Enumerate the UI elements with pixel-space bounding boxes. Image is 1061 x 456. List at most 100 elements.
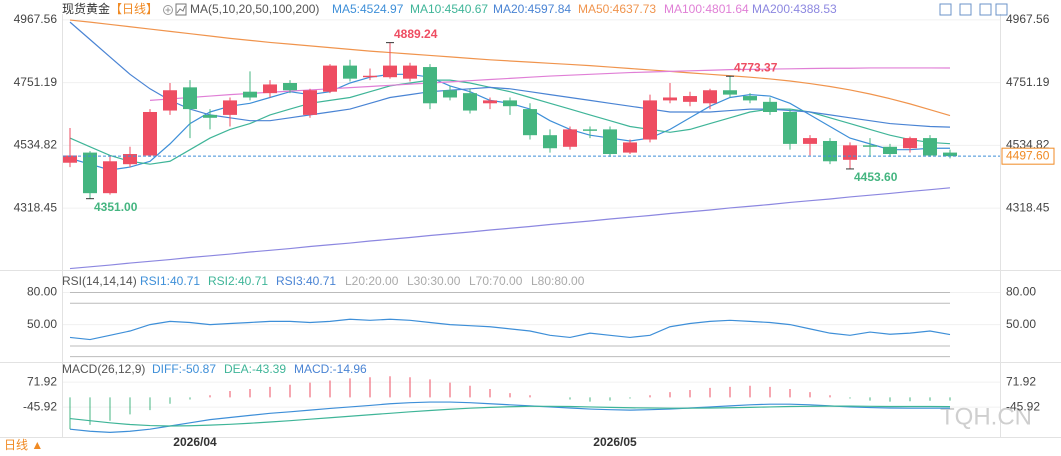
ma-line (69, 187, 951, 270)
chart-title: 现货黄金 (62, 1, 110, 16)
candle-body (503, 100, 517, 107)
rsi-title: RSI(14,14,14) (62, 274, 137, 288)
candle-body (783, 111, 797, 144)
expand-icon[interactable] (939, 3, 952, 16)
candle-body (743, 96, 757, 101)
candle-body (943, 152, 957, 157)
candle-body (183, 87, 197, 110)
y-tick-label: -45.92 (23, 399, 57, 413)
y-tick-label: 80.00 (1006, 285, 1036, 299)
y-tick-label: -45.92 (1006, 399, 1040, 413)
macd-title: MACD(26,12,9) (62, 362, 145, 376)
legend-entry: DIFF:-50.87 (152, 362, 216, 376)
level-label: L80:80.00 (531, 274, 585, 288)
level-label: L30:30.00 (407, 274, 461, 288)
candle-body (143, 111, 157, 156)
candle-body (643, 100, 657, 140)
candle-body (623, 142, 637, 153)
candle-body (683, 96, 697, 102)
candle-body (163, 90, 177, 111)
candle-body (283, 83, 297, 91)
candle-body (483, 100, 497, 104)
period-button[interactable]: 日线 ▲ (4, 438, 43, 452)
y-tick-label: 71.92 (1006, 374, 1036, 388)
legend-entry: RSI1:40.71 (140, 274, 200, 288)
legend-entry: MA10:4540.67 (410, 2, 488, 16)
candle-body (803, 138, 817, 144)
ma-line (149, 67, 951, 101)
candle-body (363, 75, 377, 78)
high-label: 4773.37 (734, 60, 778, 74)
candle-body (463, 93, 477, 111)
candle-body (823, 140, 837, 162)
y-tick-label: 4751.19 (1006, 75, 1050, 89)
indicator-label: MA(5,10,20,50,100,200) (190, 2, 319, 16)
period-label: 【日线】 (110, 2, 158, 16)
legend-entry: RSI2:40.71 (208, 274, 268, 288)
legend-entry: MA20:4597.84 (493, 2, 571, 16)
y-tick-label: 4967.56 (1006, 12, 1050, 26)
macd-line (69, 401, 951, 433)
candle-body (763, 101, 777, 112)
candle-body (263, 84, 277, 94)
ma-line (69, 19, 951, 117)
macd-line (69, 405, 951, 427)
settings-icon[interactable] (979, 3, 992, 16)
add-icon[interactable] (163, 5, 173, 15)
candle-body (903, 138, 917, 149)
candle-body (103, 161, 117, 194)
candle-body (603, 129, 617, 155)
candle-body (303, 90, 317, 115)
y-tick-label: 4967.56 (14, 12, 58, 26)
candle-body (203, 114, 217, 118)
x-tick-label: 2026/05 (593, 435, 637, 449)
macd-value: MACD:-14.96 (294, 362, 367, 376)
close-icon[interactable] (995, 3, 1008, 16)
low-label: 4453.60 (854, 170, 898, 184)
y-tick-label: 50.00 (27, 317, 57, 331)
last-price-box (1001, 147, 1055, 165)
candle-body (543, 135, 557, 149)
legend-entry: RSI3:40.71 (276, 274, 336, 288)
indicator-icon (176, 5, 186, 14)
candle-body (583, 129, 597, 131)
ma-line (69, 79, 951, 165)
last-price-label: 4497.60 (1006, 148, 1050, 162)
candle-body (703, 90, 717, 104)
candle-body (223, 100, 237, 115)
candle-body (883, 146, 897, 155)
candle-body (83, 152, 97, 194)
candle-body (383, 65, 397, 78)
candle-body (323, 65, 337, 92)
candle-body (923, 138, 937, 156)
indicator-icon[interactable] (175, 3, 187, 16)
y-tick-label: 4318.45 (14, 200, 58, 214)
legend-entry: MA100:4801.64 (664, 2, 749, 16)
legend-entry: MA5:4524.97 (332, 2, 404, 16)
x-tick-label: 2026/04 (173, 435, 217, 449)
candle-body (563, 129, 577, 147)
y-tick-label: 4534.82 (14, 138, 58, 152)
y-tick-label: 80.00 (27, 285, 57, 299)
level-label: L20:20.00 (345, 274, 399, 288)
watermark: TQH.CN (940, 403, 1032, 430)
candle-body (243, 91, 257, 98)
legend-entry: DEA:-43.39 (224, 362, 286, 376)
candle-body (523, 109, 537, 136)
y-tick-label: 50.00 (1006, 317, 1036, 331)
y-tick-label: 71.92 (27, 374, 57, 388)
add-icon (165, 7, 171, 13)
candle-body (443, 90, 457, 98)
legend-entry: MA50:4637.73 (578, 2, 656, 16)
toolbar (163, 3, 1008, 16)
candle-body (663, 97, 677, 101)
y-tick-label: 4318.45 (1006, 200, 1050, 214)
level-label: L70:70.00 (469, 274, 523, 288)
candle-body (863, 145, 877, 147)
high-label: 4889.24 (394, 27, 438, 41)
y-tick-label: 4751.19 (14, 75, 58, 89)
rsi-line (69, 318, 951, 341)
fullscreen-icon[interactable] (959, 3, 972, 16)
